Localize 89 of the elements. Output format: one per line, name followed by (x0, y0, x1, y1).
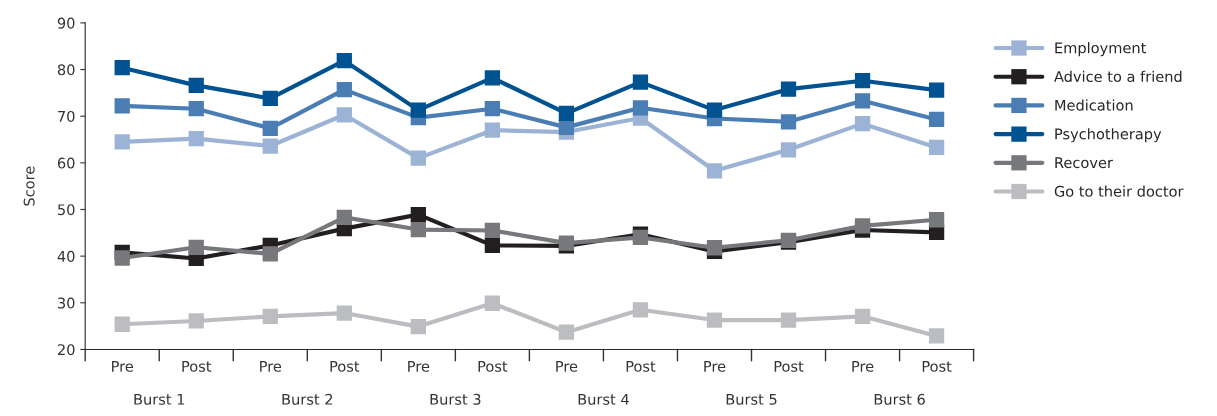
text: Burst 5 (726, 393, 777, 405)
y-tick-label: 60 (57, 157, 75, 169)
legend-label: Psychotherapy (1055, 128, 1162, 143)
x-tick-label: Post (626, 361, 656, 372)
point (632, 100, 649, 116)
point (706, 102, 723, 118)
point (114, 316, 130, 332)
point (262, 138, 278, 154)
point (336, 107, 352, 123)
point (114, 134, 130, 150)
legend-label: Go to their doctor (1054, 185, 1184, 197)
point (114, 250, 130, 266)
point (780, 81, 797, 97)
point (336, 209, 352, 226)
point (558, 324, 575, 340)
point (928, 111, 945, 128)
x-tick-label: Pre (704, 361, 726, 372)
x-tick-label: Pre (852, 361, 874, 372)
point (336, 305, 352, 321)
x-tick-label: Post (330, 361, 360, 372)
point (484, 222, 501, 239)
point (484, 122, 501, 138)
point (188, 130, 204, 147)
y-tick-label: 20 (57, 344, 75, 356)
point (706, 312, 723, 328)
point (188, 101, 204, 117)
point (706, 240, 723, 256)
y-tick-label: 70 (58, 110, 75, 122)
text: Burst 6 (874, 393, 925, 405)
point (854, 93, 871, 109)
point (410, 221, 426, 238)
point (706, 163, 723, 179)
y-tick-label: 40 (57, 250, 75, 262)
point (262, 246, 278, 262)
point (854, 116, 871, 132)
x-tick-label: Pre (112, 361, 134, 372)
point (410, 150, 426, 166)
point (854, 73, 871, 89)
point (336, 81, 352, 98)
x-tick-label: Post (182, 361, 212, 372)
point (336, 53, 352, 69)
point (262, 120, 278, 136)
point (410, 318, 426, 335)
y-tick-label: 50 (58, 204, 75, 216)
point (928, 328, 945, 344)
point (114, 60, 130, 76)
point (262, 308, 278, 324)
x-tick-label: Post (478, 361, 508, 372)
point (410, 206, 426, 223)
point (262, 90, 278, 107)
point (780, 312, 797, 328)
point (632, 302, 649, 318)
y-tick-label: 30 (58, 297, 75, 309)
legend-label: Employment (1055, 42, 1147, 57)
point (188, 313, 204, 329)
point (558, 119, 575, 136)
x-tick-label: Post (922, 361, 952, 372)
point (188, 239, 204, 255)
y-tick-label: 90 (57, 17, 75, 29)
text: Burst 3 (430, 393, 481, 405)
x-tick-label: Post (774, 361, 804, 372)
point (558, 105, 575, 122)
text: Burst 4 (578, 393, 629, 405)
point (780, 114, 797, 130)
point (632, 74, 649, 90)
x-tick-label: Pre (408, 361, 430, 372)
x-tick-label: Pre (556, 361, 578, 372)
point (484, 237, 501, 254)
legend-label: Advice to a friend (1054, 70, 1182, 83)
point (854, 308, 871, 324)
legend-label: Recover (1055, 157, 1113, 169)
legend-label: Medication (1055, 99, 1133, 111)
point (780, 142, 797, 158)
y-tick-label: 80 (57, 64, 75, 76)
text: Burst 2 (282, 393, 333, 405)
point (410, 102, 426, 118)
point (484, 101, 501, 117)
point (854, 218, 871, 234)
y-axis-title: Score (23, 166, 35, 206)
point (632, 229, 649, 246)
text: Burst 1 (134, 393, 185, 405)
point (484, 295, 501, 311)
point (928, 82, 945, 98)
point (928, 139, 945, 156)
point (484, 70, 501, 86)
point (928, 212, 945, 228)
point (188, 77, 204, 94)
point (114, 98, 130, 114)
x-tick-label: Pre (260, 361, 282, 372)
